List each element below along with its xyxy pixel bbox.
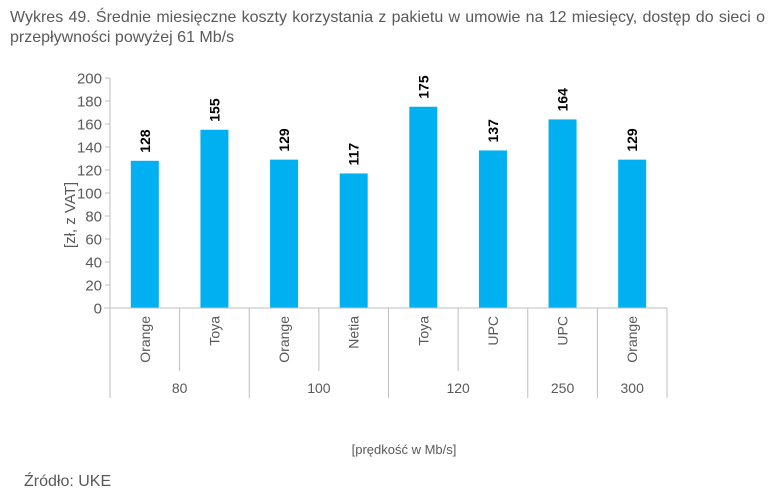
data-label: 117 — [346, 143, 362, 166]
data-label: 128 — [137, 129, 153, 153]
y-tick-label: 80 — [85, 209, 102, 226]
bar — [548, 119, 577, 309]
x-group-label: 80 — [172, 380, 188, 396]
data-label: 129 — [624, 128, 640, 152]
bar — [409, 106, 438, 308]
data-label: 137 — [485, 119, 501, 143]
y-axis-title: [zł, z VAT] — [62, 182, 79, 248]
data-label: 129 — [276, 128, 292, 152]
x-category-label: Toya — [415, 316, 431, 346]
y-tick-label: 40 — [85, 255, 102, 272]
source-note: Źródło: UKE — [24, 473, 112, 490]
data-label: 164 — [555, 88, 571, 112]
bar — [618, 159, 647, 308]
x-axis: Orange Toya Orange Netia Toya UPC UPC Orange 80 1… — [104, 307, 668, 398]
x-group-label: 120 — [446, 380, 470, 396]
x-category-label: UPC — [555, 316, 571, 346]
x-category-label: Orange — [137, 316, 153, 363]
y-tick-label: 100 — [77, 186, 102, 203]
y-tick-label: 20 — [85, 278, 102, 295]
x-category-label: UPC — [485, 316, 501, 346]
y-tick-label: 160 — [77, 117, 102, 134]
bar — [130, 160, 159, 308]
x-group-label: 250 — [551, 380, 575, 396]
y-tick-label: 180 — [77, 94, 102, 111]
bar — [339, 173, 368, 308]
y-tick-label: 60 — [85, 232, 102, 249]
x-group-label: 300 — [621, 380, 645, 396]
bar — [200, 129, 229, 308]
chart-title: Wykres 49. Średnie miesięczne koszty kor… — [10, 9, 765, 46]
bar — [270, 159, 299, 308]
x-group-label: 100 — [307, 380, 331, 396]
x-category-label: Orange — [276, 316, 292, 363]
y-axis: 0 20 40 60 80 100 120 140 160 180 200 — [77, 71, 111, 318]
x-axis-title: [prędkość w Mb/s] — [352, 442, 457, 457]
y-tick-label: 0 — [94, 301, 102, 318]
data-label: 175 — [415, 75, 431, 99]
bars: 128 155 129 117 175 137 164 129 — [130, 75, 647, 309]
y-tick-label: 140 — [77, 140, 102, 157]
x-category-label: Toya — [206, 316, 222, 346]
x-category-label: Orange — [624, 316, 640, 363]
bar — [478, 150, 507, 308]
data-label: 155 — [206, 98, 222, 122]
y-tick-label: 120 — [77, 163, 102, 180]
y-tick-label: 200 — [77, 71, 102, 88]
x-category-label: Netia — [346, 316, 362, 349]
